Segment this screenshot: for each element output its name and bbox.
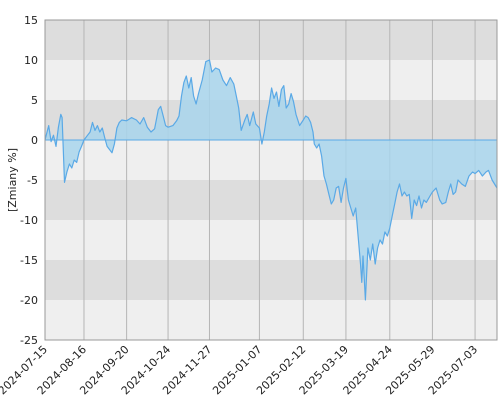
plot-frame [44, 19, 498, 341]
series-area-group [44, 59, 498, 301]
y-tick-label: 10 [24, 54, 38, 67]
y-tick-label: -10 [20, 214, 38, 227]
background-band [45, 20, 497, 60]
series-line [44, 59, 498, 301]
y-tick-label: -15 [20, 254, 38, 267]
y-tick-label: -20 [20, 294, 38, 307]
background-band [45, 220, 497, 260]
y-tick-label: 15 [24, 14, 38, 27]
background-band [45, 260, 497, 300]
y-axis-label: [Zmiany %] [6, 148, 19, 212]
y-axis-ticks: 15 10 5 0 -5 -10 -15 -20 -25 [20, 14, 38, 347]
y-tick-label: -25 [20, 334, 38, 347]
background-band [45, 300, 497, 340]
series-area [45, 60, 497, 300]
y-tick-label: 0 [31, 134, 38, 147]
y-tick-label: -5 [27, 174, 38, 187]
y-tick-label: 5 [31, 94, 38, 107]
x-axis-ticks: 2024-07-152024-08-162024-09-202024-10-24… [0, 343, 480, 397]
